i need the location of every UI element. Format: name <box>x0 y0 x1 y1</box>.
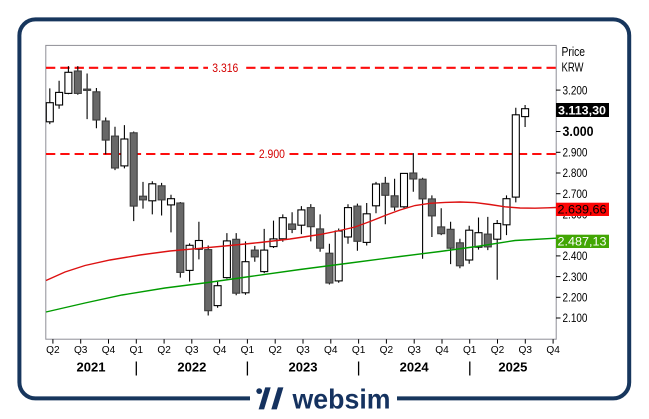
svg-text:3.113,30: 3.113,30 <box>558 103 606 117</box>
svg-text:Q3: Q3 <box>296 344 310 356</box>
svg-text:2.100: 2.100 <box>563 311 588 325</box>
svg-text:Q3: Q3 <box>407 344 421 356</box>
svg-text:Q2: Q2 <box>46 344 60 356</box>
svg-text:Q4: Q4 <box>213 344 227 356</box>
svg-text:3.316: 3.316 <box>212 61 238 75</box>
svg-text:Price: Price <box>562 45 586 59</box>
svg-text:2025: 2025 <box>498 361 527 375</box>
svg-text:Q4: Q4 <box>546 344 560 356</box>
svg-text:2023: 2023 <box>289 361 318 375</box>
svg-text:3.200: 3.200 <box>563 83 588 97</box>
svg-text:Q1: Q1 <box>352 344 366 356</box>
svg-text:Q2: Q2 <box>157 344 171 356</box>
svg-text:Q4: Q4 <box>324 344 338 356</box>
svg-text:2.400: 2.400 <box>563 249 588 263</box>
svg-text:2.800: 2.800 <box>563 166 588 180</box>
svg-text:Q2: Q2 <box>491 344 505 356</box>
svg-text:Q3: Q3 <box>519 344 533 356</box>
svg-text:2.700: 2.700 <box>563 187 588 201</box>
svg-text:2.900: 2.900 <box>259 147 285 161</box>
svg-text:Q1: Q1 <box>241 344 255 356</box>
svg-text:Q4: Q4 <box>102 344 116 356</box>
svg-text:2022: 2022 <box>177 361 206 375</box>
svg-text:Q1: Q1 <box>463 344 477 356</box>
svg-text:2.200: 2.200 <box>563 291 588 305</box>
svg-text:3.000: 3.000 <box>563 124 594 139</box>
svg-text:Q4: Q4 <box>435 344 449 356</box>
svg-text:websim: websim <box>292 384 391 415</box>
svg-text:KRW: KRW <box>562 61 584 75</box>
svg-text:Q2: Q2 <box>380 344 394 356</box>
svg-text:2024: 2024 <box>400 361 429 375</box>
svg-text:Q3: Q3 <box>185 344 199 356</box>
svg-text:2.639,66: 2.639,66 <box>558 203 607 217</box>
svg-text:Q1: Q1 <box>130 344 144 356</box>
svg-text:2.300: 2.300 <box>563 270 588 284</box>
svg-text:2021: 2021 <box>77 361 106 375</box>
svg-text:Q3: Q3 <box>74 344 88 356</box>
svg-text:2.900: 2.900 <box>563 146 588 160</box>
svg-text:Q2: Q2 <box>268 344 282 356</box>
svg-text:2.487,13: 2.487,13 <box>558 235 607 249</box>
